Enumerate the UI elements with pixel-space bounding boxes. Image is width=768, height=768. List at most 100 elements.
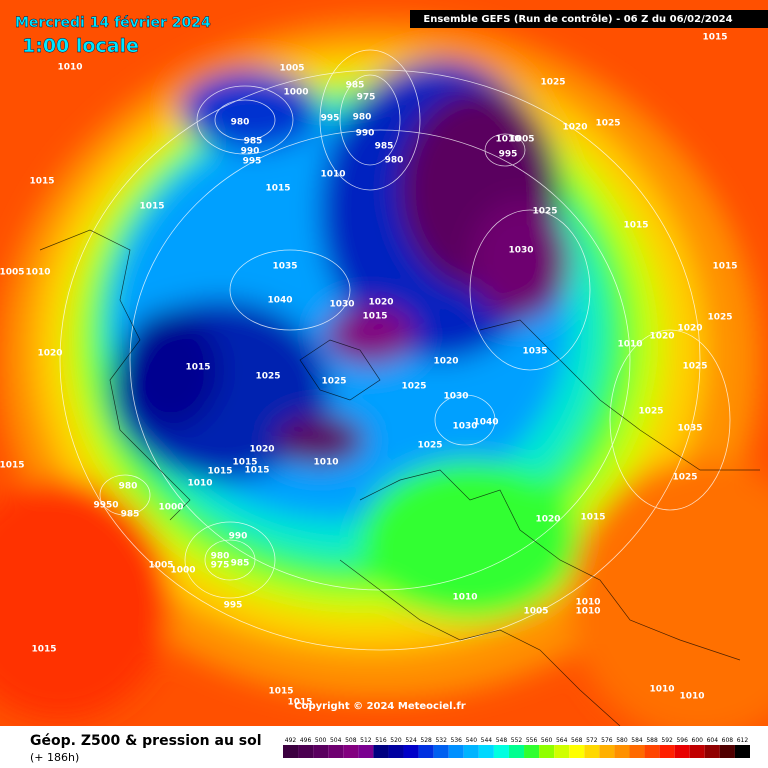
isobar-label: 1010 [617, 340, 642, 350]
legend-label: 536 [451, 737, 463, 744]
isobar-label: 1010 [320, 170, 345, 180]
legend-label: 552 [511, 737, 523, 744]
legend-label: 528 [420, 737, 432, 744]
isobar-label: 1020 [37, 349, 62, 359]
legend-swatch [448, 745, 464, 758]
isobar-label: 1020 [649, 332, 674, 342]
legend-swatch [659, 745, 675, 758]
isobar-label: 1025 [682, 362, 707, 372]
isobar-label: 1025 [532, 207, 557, 217]
isobar-label: 1030 [508, 246, 533, 256]
isobar-label: 990 [229, 532, 248, 542]
isobar-label: 1005 [148, 561, 173, 571]
isobar-label: 1000 [158, 503, 183, 513]
isobar-label: 975 [357, 93, 376, 103]
isobar-label: 1025 [707, 313, 732, 323]
legend-label: 596 [676, 737, 688, 744]
isobar-label: 1025 [401, 382, 426, 392]
isobar-label: 1025 [417, 441, 442, 451]
isobar-label: 980 [385, 156, 404, 166]
isobar-label: 1010 [57, 63, 82, 73]
legend-label: 612 [737, 737, 749, 744]
isobar-label: 985 [346, 81, 365, 91]
isobar-label: 1040 [473, 418, 498, 428]
legend-swatch [689, 745, 705, 758]
legend-swatch [418, 745, 434, 758]
isobar-label: 1015 [232, 458, 257, 468]
legend-label: 588 [646, 737, 658, 744]
legend-label: 600 [692, 737, 704, 744]
legend-swatch [388, 745, 404, 758]
isobar-label: 1015 [265, 184, 290, 194]
isobar-label: 1020 [368, 298, 393, 308]
legend-swatch [644, 745, 660, 758]
legend-label: 592 [661, 737, 673, 744]
isobar-label: 1010 [575, 607, 600, 617]
isobar-label: 1015 [29, 177, 54, 187]
legend-label: 508 [345, 737, 357, 744]
isobar-label: 1010 [679, 692, 704, 702]
isobar-label: 1035 [522, 347, 547, 357]
copyright: Copyright © 2024 Meteociel.fr [294, 701, 465, 712]
isobar-label: 995 [224, 601, 243, 611]
legend-label: 580 [616, 737, 628, 744]
footer-title: Géop. Z500 & pression au sol [30, 733, 262, 749]
legend-swatch [313, 745, 329, 758]
isobar-label: 1005 [0, 268, 25, 278]
isobar-label: 1020 [677, 324, 702, 334]
legend-swatch [569, 745, 585, 758]
legend-label: 544 [481, 737, 493, 744]
isobar-label: 990 [356, 129, 375, 139]
legend-swatch [614, 745, 630, 758]
isobar-label: 985 [375, 142, 394, 152]
isobar-label: 1030 [329, 300, 354, 310]
isobar-label: 1025 [672, 473, 697, 483]
isobar-label: 1000 [170, 566, 195, 576]
isobar-label: 980 [231, 118, 250, 128]
isobar-label: 1020 [562, 123, 587, 133]
legend-swatch [734, 745, 750, 758]
legend-swatch [463, 745, 479, 758]
legend-swatch [433, 745, 449, 758]
isobar-label: 1000 [283, 88, 308, 98]
isobar-label: 1020 [535, 515, 560, 525]
isobar-label: 1025 [540, 78, 565, 88]
legend-label: 492 [285, 737, 297, 744]
isobar-label: 1030 [452, 422, 477, 432]
isobar-label: 1015 [623, 221, 648, 231]
isobar-label: 1025 [638, 407, 663, 417]
legend-swatch [343, 745, 359, 758]
legend-swatch [403, 745, 419, 758]
legend-swatch [478, 745, 494, 758]
isobar-label: 1010 [187, 479, 212, 489]
isobar-label: 1010 [649, 685, 674, 695]
legend-swatch [373, 745, 389, 758]
isobar-label: 1010 [452, 593, 477, 603]
isobar-label: 995 [243, 157, 262, 167]
run-info: Ensemble GEFS (Run de contrôle) - 06 Z d… [423, 13, 732, 25]
legend-label: 548 [496, 737, 508, 744]
legend-label: 520 [390, 737, 402, 744]
isobar-label: 1010 [495, 135, 520, 145]
isobar-label: 1015 [362, 312, 387, 322]
color-legend: 492 496 500 504 508 512 516 520 524 528 532 536 540 5… [283, 737, 750, 758]
isobar-label: 9950 [93, 501, 118, 511]
legend-swatch [328, 745, 344, 758]
legend-swatch [554, 745, 570, 758]
legend-label: 504 [330, 737, 342, 744]
isobar-label: 1010 [575, 598, 600, 608]
legend-swatch [629, 745, 645, 758]
isobar-label: 1005 [279, 64, 304, 74]
isobar-label: 1015 [31, 645, 56, 655]
legend-swatch [599, 745, 615, 758]
isobar-label: 1015 [702, 33, 727, 43]
isobar-label: 1025 [321, 377, 346, 387]
isobar-label: 1015 [207, 467, 232, 477]
legend-swatch [493, 745, 509, 758]
isobar-label: 1035 [677, 424, 702, 434]
isobar-label: 980 [353, 113, 372, 123]
date: Mercredi 14 février 2024 [15, 15, 211, 31]
